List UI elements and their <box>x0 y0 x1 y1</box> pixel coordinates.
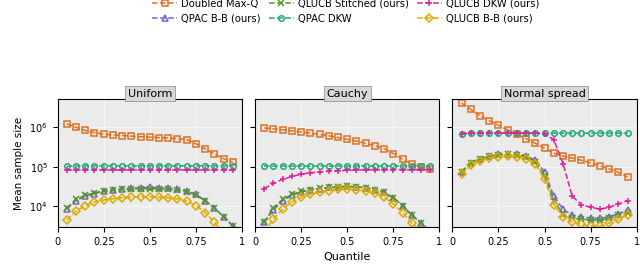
Title: Uniform: Uniform <box>127 88 172 98</box>
X-axis label: Quantile: Quantile <box>323 252 371 262</box>
Y-axis label: Mean sample size: Mean sample size <box>14 117 24 210</box>
Legend: Doubled Max-Q, QPAC B-B (ours), QLUCB Stitched (ours), QPAC DKW, QLUCB DKW (ours: Doubled Max-Q, QPAC B-B (ours), QLUCB St… <box>148 0 543 27</box>
Title: Cauchy: Cauchy <box>326 88 368 98</box>
Title: Normal spread: Normal spread <box>504 88 586 98</box>
